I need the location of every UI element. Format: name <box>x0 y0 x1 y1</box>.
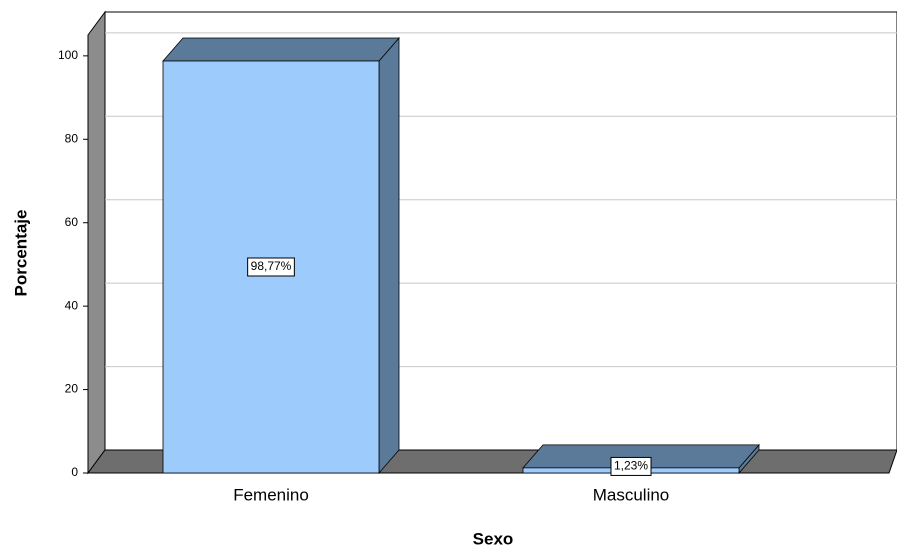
value-label: 98,77% <box>251 259 292 273</box>
y-tick-label: 0 <box>71 465 78 479</box>
x-tick-label: Masculino <box>593 485 670 504</box>
y-axis-label: Porcentaje <box>11 210 30 297</box>
y-tick-label: 60 <box>65 215 79 229</box>
bar-top <box>162 37 400 62</box>
x-axis-label: Sexo <box>473 529 514 548</box>
y-tick-label: 80 <box>65 131 79 145</box>
left-wall <box>87 10 106 475</box>
value-label-box <box>610 456 652 476</box>
y-tick-label: 100 <box>58 48 78 62</box>
y-tick-label: 40 <box>65 298 79 312</box>
value-label: 1,23% <box>614 459 648 473</box>
value-label-box <box>247 257 295 277</box>
y-tick-label: 20 <box>65 382 79 396</box>
bar-side <box>378 36 400 475</box>
bar <box>162 36 400 475</box>
x-tick-label: Femenino <box>233 485 309 504</box>
